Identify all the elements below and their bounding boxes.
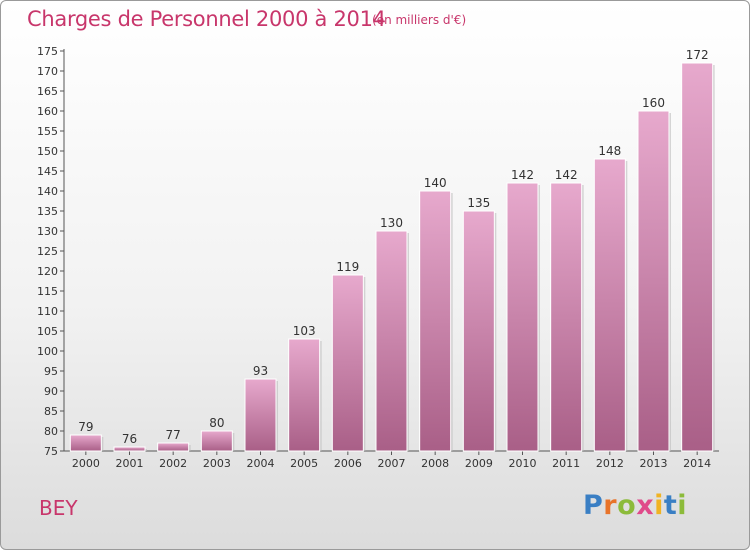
bar [69,434,102,452]
data-label: 160 [642,96,665,110]
y-tick-label: 170 [37,65,58,78]
proxiti-logo[interactable]: Proxiti [583,490,688,521]
data-label: 93 [253,364,268,378]
data-label: 148 [598,144,621,158]
bar [244,378,277,452]
x-tick-label: 2009 [465,457,493,470]
y-tick-label: 150 [37,145,58,158]
y-tick-label: 175 [37,45,58,58]
x-tick-label: 2008 [421,457,449,470]
y-tick-label: 165 [37,85,58,98]
y-tick-label: 135 [37,205,58,218]
chart-bars [69,62,715,452]
x-tick-label: 2011 [552,457,580,470]
y-tick-label: 155 [37,125,58,138]
bar [593,158,626,452]
bar [681,62,714,452]
bar [550,182,583,452]
x-tick-label: 2007 [378,457,406,470]
y-tick-label: 130 [37,225,58,238]
x-tick-label: 2004 [247,457,275,470]
data-label: 142 [555,168,578,182]
x-tick-label: 2001 [116,457,144,470]
data-label: 76 [122,432,137,446]
bar [157,442,190,452]
bar [113,446,146,452]
y-tick-label: 85 [44,405,58,418]
y-tick-label: 75 [44,445,58,458]
x-tick-label: 2000 [72,457,100,470]
x-tick-label: 2002 [159,457,187,470]
y-tick-label: 145 [37,165,58,178]
bar [637,110,670,452]
data-label: 130 [380,216,403,230]
y-tick-label: 95 [44,365,58,378]
y-tick-label: 115 [37,285,58,298]
chart-labels: 79 2000 76 2001 77 2002 80 2003 93 2004 103 2005 119… [72,48,711,470]
bar [375,230,408,452]
data-label: 79 [78,420,93,434]
data-label: 77 [166,428,181,442]
data-label: 119 [336,260,359,274]
y-tick-label: 120 [37,265,58,278]
data-label: 172 [686,48,709,62]
x-tick-label: 2010 [509,457,537,470]
x-tick-label: 2005 [290,457,318,470]
y-tick-label: 105 [37,325,58,338]
y-tick-label: 80 [44,425,58,438]
y-tick-label: 125 [37,245,58,258]
x-tick-label: 2013 [640,457,668,470]
data-label: 135 [467,196,490,210]
y-tick-label: 160 [37,105,58,118]
data-label: 80 [209,416,224,430]
data-label: 142 [511,168,534,182]
bar [288,338,321,452]
bar [506,182,539,452]
x-tick-label: 2003 [203,457,231,470]
x-tick-label: 2012 [596,457,624,470]
bar [331,274,364,452]
bar [419,190,452,452]
y-tick-label: 90 [44,385,58,398]
y-tick-label: 110 [37,305,58,318]
bar [200,430,233,452]
x-tick-label: 2014 [683,457,711,470]
y-tick-label: 100 [37,345,58,358]
x-tick-label: 2006 [334,457,362,470]
chart-title: Charges de Personnel 2000 à 2014 [27,7,386,31]
chart-subtitle: (en milliers d'€) [372,13,467,27]
data-label: 103 [293,324,316,338]
commune-name: BEY [39,496,78,520]
y-tick-label: 140 [37,185,58,198]
bar [462,210,495,452]
chart-axes: 75 80 85 90 95 100 105 110 115 120 125 130 135 140 145… [37,45,719,458]
data-label: 140 [424,176,447,190]
